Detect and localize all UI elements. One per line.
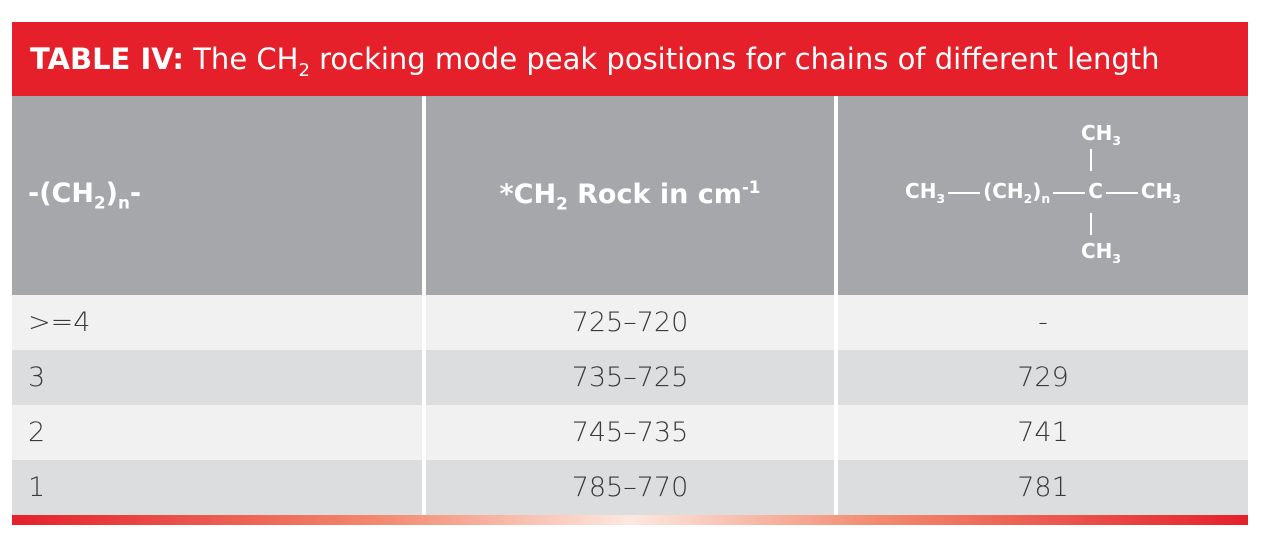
header-sub: 2 bbox=[93, 192, 106, 213]
header-row: -(CH2)n- *CH2 Rock in cm-1 CH3 CH3 (CH2)n… bbox=[12, 96, 1248, 295]
table-cell: 1 bbox=[12, 460, 424, 515]
header-text: Rock in cm bbox=[567, 179, 742, 211]
title-text: rocking mode peak positions for chains o… bbox=[309, 42, 1160, 76]
formula-bottom: CH3 bbox=[936, 239, 1266, 266]
bond-line bbox=[948, 191, 981, 194]
table-cell: 2 bbox=[12, 405, 424, 460]
table-cell: >=4 bbox=[12, 295, 424, 350]
table-cell: 725–720 bbox=[422, 295, 836, 350]
title-text: The CH bbox=[193, 42, 299, 76]
table-cell: 729 bbox=[834, 350, 1248, 405]
formula-sub: 3 bbox=[936, 191, 946, 206]
header-text: ) bbox=[105, 178, 118, 210]
table-body: >=4 725–720-3 735–725 729 2 745–735 741 1 785–77… bbox=[12, 295, 1248, 515]
header-text: -(CH bbox=[28, 178, 94, 210]
table-row: 3 735–725 729 bbox=[12, 350, 1248, 405]
structure-formula: CH3 CH3 (CH2)n C CH3 CH3 bbox=[878, 117, 1208, 267]
bond-line bbox=[1090, 149, 1092, 171]
table-cell: 3 bbox=[12, 350, 424, 405]
formula-text: CH bbox=[1080, 239, 1113, 263]
header-sub: 2 bbox=[556, 193, 568, 214]
header-text: - bbox=[129, 178, 142, 210]
table-cell: 785–770 bbox=[422, 460, 836, 515]
header-sub: n bbox=[117, 192, 130, 213]
formula-sub: 3 bbox=[1172, 191, 1181, 206]
table-cell: - bbox=[834, 295, 1248, 350]
formula-middle: CH3 (CH2)n C CH3 bbox=[878, 179, 1208, 206]
header-sup: -1 bbox=[741, 177, 761, 198]
table-row: >=4 725–720- bbox=[12, 295, 1248, 350]
formula-sub: n bbox=[1041, 191, 1051, 206]
bond-line bbox=[1053, 191, 1086, 194]
formula-text: CH bbox=[1080, 121, 1113, 145]
table-row: 2 745–735 741 bbox=[12, 405, 1248, 460]
bond-line bbox=[1090, 213, 1092, 235]
title-sub: 2 bbox=[298, 59, 310, 81]
formula-text: ) bbox=[1032, 179, 1042, 203]
table-cell: 781 bbox=[834, 460, 1248, 515]
title-label: TABLE IV: bbox=[30, 42, 184, 76]
table-title: TABLE IV: The CH2 rocking mode peak posi… bbox=[12, 22, 1248, 96]
bond-line bbox=[1105, 191, 1138, 194]
table-row: 1 785–770 781 bbox=[12, 460, 1248, 515]
formula-text: C bbox=[1088, 179, 1103, 203]
formula-sub: 2 bbox=[1023, 191, 1033, 206]
formula-text: CH bbox=[905, 179, 937, 203]
formula-sub: 3 bbox=[1112, 133, 1122, 148]
table-figure: TABLE IV: The CH2 rocking mode peak posi… bbox=[12, 22, 1248, 525]
formula-text: CH bbox=[1140, 179, 1173, 203]
formula-sub: 3 bbox=[1112, 251, 1122, 266]
header-cell: -(CH2)n- bbox=[12, 96, 424, 295]
table-cell: 741 bbox=[834, 405, 1248, 460]
formula-text: (CH bbox=[983, 179, 1024, 203]
table-cell: 745–735 bbox=[422, 405, 836, 460]
bottom-bar bbox=[12, 515, 1248, 525]
data-table: -(CH2)n- *CH2 Rock in cm-1 CH3 CH3 (CH2)n… bbox=[12, 96, 1248, 515]
header-cell: *CH2 Rock in cm-1 bbox=[422, 96, 836, 295]
formula-top: CH3 bbox=[936, 121, 1266, 148]
header-cell: CH3 CH3 (CH2)n C CH3 CH3 bbox=[834, 96, 1248, 295]
table-cell: 735–725 bbox=[422, 350, 836, 405]
header-text: *CH bbox=[499, 179, 557, 211]
